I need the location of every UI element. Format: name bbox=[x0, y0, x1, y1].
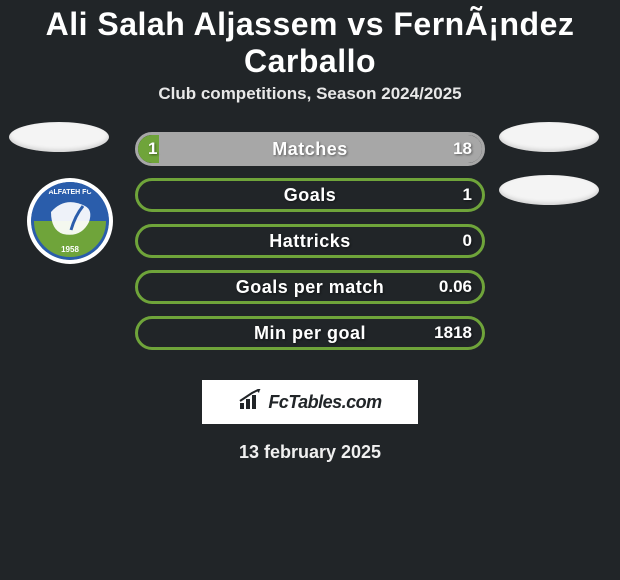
player-placeholder-oval bbox=[499, 175, 599, 205]
svg-text:1958: 1958 bbox=[61, 245, 79, 254]
player-placeholder-oval bbox=[9, 122, 109, 152]
stat-bar: Min per goal 1818 bbox=[135, 316, 485, 350]
stat-row: Goals per match 0.06 bbox=[0, 270, 620, 316]
stat-label: Goals bbox=[284, 185, 337, 206]
stat-bar: Hattricks 0 bbox=[135, 224, 485, 258]
club-badge-left: ALFATEH FC 1958 bbox=[27, 178, 113, 264]
stat-label: Hattricks bbox=[269, 231, 351, 252]
stat-value-right: 1 bbox=[463, 185, 472, 205]
page-title: Ali Salah Aljassem vs FernÃ¡ndez Carball… bbox=[0, 0, 620, 84]
stat-row: Min per goal 1818 bbox=[0, 316, 620, 362]
stat-value-right: 1818 bbox=[434, 323, 472, 343]
club-badge-graphic: ALFATEH FC 1958 bbox=[31, 182, 109, 260]
watermark-text: FcTables.com bbox=[268, 392, 381, 413]
svg-text:ALFATEH FC: ALFATEH FC bbox=[48, 189, 91, 196]
stat-label: Matches bbox=[272, 139, 348, 160]
stat-bar: Goals per match 0.06 bbox=[135, 270, 485, 304]
watermark: FcTables.com bbox=[202, 380, 418, 424]
date: 13 february 2025 bbox=[0, 442, 620, 463]
comparison-card: Ali Salah Aljassem vs FernÃ¡ndez Carball… bbox=[0, 0, 620, 580]
player-placeholder-oval bbox=[499, 122, 599, 152]
stat-value-right: 0 bbox=[463, 231, 472, 251]
stat-value-right: 18 bbox=[453, 139, 472, 159]
chart-icon bbox=[238, 389, 264, 416]
subtitle: Club competitions, Season 2024/2025 bbox=[0, 84, 620, 104]
stat-value-left: 1 bbox=[148, 139, 157, 159]
stat-label: Goals per match bbox=[236, 277, 385, 298]
stat-bar: Goals 1 bbox=[135, 178, 485, 212]
stat-label: Min per goal bbox=[254, 323, 366, 344]
stat-bar: 1 Matches 18 bbox=[135, 132, 485, 166]
stat-value-right: 0.06 bbox=[439, 277, 472, 297]
